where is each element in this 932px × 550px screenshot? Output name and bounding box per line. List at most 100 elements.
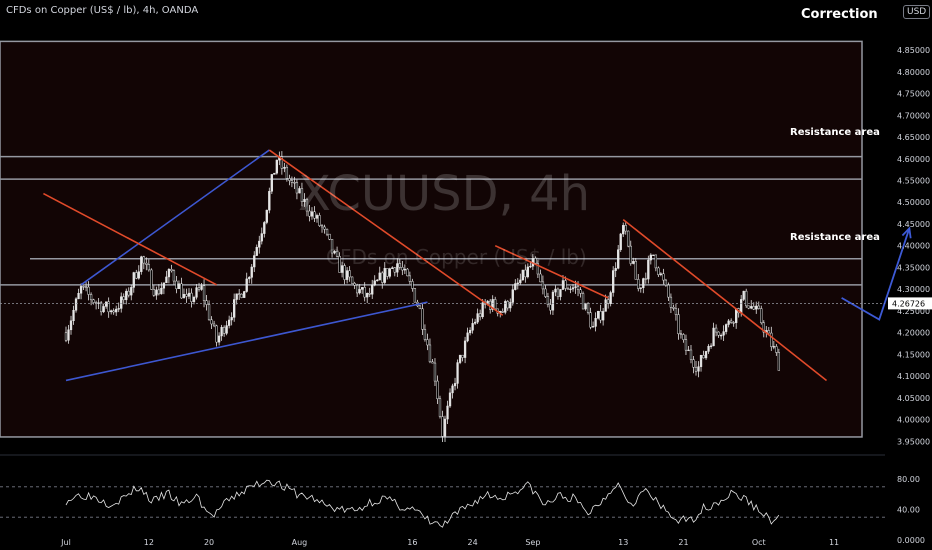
candle-body bbox=[270, 174, 273, 192]
candle-body bbox=[448, 392, 452, 407]
price-axis: 4.85000 4.80000 4.75000 4.70000 4.65000 4.600… bbox=[897, 46, 930, 545]
time-tick-label: 13 bbox=[618, 538, 628, 547]
candle-body bbox=[112, 310, 115, 313]
candle-body bbox=[579, 289, 582, 294]
resistance-label-upper: Resistance area bbox=[790, 127, 880, 138]
candle-body bbox=[589, 312, 592, 328]
candle-body bbox=[408, 275, 412, 282]
candle-body bbox=[526, 266, 529, 278]
price-tick-label: 3.95000 bbox=[897, 437, 930, 446]
candle-body bbox=[667, 284, 670, 298]
candle-body bbox=[187, 292, 191, 297]
candle-body bbox=[591, 326, 595, 328]
candle-body bbox=[632, 261, 635, 264]
candle-body bbox=[596, 310, 600, 319]
last-price-box bbox=[888, 297, 932, 310]
candle-body bbox=[476, 313, 479, 323]
candle-body bbox=[521, 269, 524, 281]
candle-body bbox=[74, 298, 78, 311]
candle-body bbox=[664, 279, 668, 286]
candle-body bbox=[494, 299, 497, 310]
candle-body bbox=[719, 334, 723, 337]
last-price-label: 4.26726 bbox=[892, 299, 925, 308]
candle-body bbox=[84, 286, 88, 288]
candle-body bbox=[127, 290, 130, 296]
candle-body bbox=[428, 344, 432, 363]
candle-body bbox=[233, 299, 236, 318]
candles bbox=[64, 151, 780, 443]
candle-body bbox=[268, 191, 271, 211]
candle-body bbox=[358, 289, 361, 294]
candle-body bbox=[325, 228, 329, 235]
candle-body bbox=[649, 254, 652, 261]
candle-body bbox=[704, 351, 708, 359]
candle-body bbox=[137, 271, 140, 279]
candle-body bbox=[757, 305, 760, 309]
candle-body bbox=[77, 292, 80, 300]
candle-body bbox=[627, 230, 630, 247]
time-axis: Jul1220Aug1624Sep1321Oct1125 bbox=[60, 538, 839, 547]
candle-body bbox=[253, 255, 256, 268]
candle-body bbox=[99, 302, 103, 313]
downtrend-line bbox=[268, 149, 504, 316]
candle-body bbox=[217, 335, 221, 343]
candle-body bbox=[551, 291, 555, 311]
candle-body bbox=[622, 225, 625, 235]
candle-body bbox=[210, 319, 213, 325]
candle-body bbox=[707, 345, 710, 352]
downtrend-line bbox=[43, 192, 217, 286]
candle-body bbox=[461, 354, 464, 358]
currency-button[interactable]: USD bbox=[903, 5, 931, 19]
candle-body bbox=[669, 296, 673, 308]
candle-body bbox=[456, 362, 459, 384]
candle-body bbox=[421, 308, 424, 330]
candle-body bbox=[398, 263, 401, 268]
candle-body bbox=[152, 289, 155, 296]
projection-arrow[interactable] bbox=[841, 226, 912, 321]
oscillator-tick-label: 40.00 bbox=[897, 506, 920, 515]
candle-body bbox=[556, 288, 560, 297]
time-tick-label: Jul bbox=[60, 538, 71, 547]
oscillator-line bbox=[65, 479, 780, 528]
candle-body bbox=[702, 355, 705, 359]
candle-body bbox=[724, 324, 728, 332]
candle-body bbox=[699, 355, 703, 367]
candle-body bbox=[566, 288, 570, 290]
price-tick-label: 4.05000 bbox=[897, 394, 930, 403]
candle-body bbox=[132, 272, 135, 288]
candle-body bbox=[624, 225, 627, 232]
candle-body bbox=[401, 267, 404, 271]
candle-body bbox=[182, 294, 186, 299]
candle-body bbox=[212, 323, 216, 327]
candle-body bbox=[594, 318, 597, 327]
candle-body bbox=[228, 319, 231, 326]
time-tick-label: Aug bbox=[292, 538, 308, 547]
candle-body bbox=[177, 283, 181, 289]
candle-body bbox=[519, 279, 522, 284]
candle-body bbox=[411, 281, 414, 289]
candle-body bbox=[735, 308, 738, 323]
candle-body bbox=[634, 261, 637, 280]
candle-body bbox=[614, 268, 617, 271]
candle-body bbox=[504, 301, 507, 313]
candle-body bbox=[639, 287, 642, 289]
candle-body bbox=[167, 269, 171, 278]
candle-body bbox=[574, 286, 577, 288]
price-tick-label: 4.40000 bbox=[897, 242, 930, 251]
projection-path bbox=[841, 228, 911, 321]
candle-body bbox=[549, 304, 552, 311]
candle-body bbox=[576, 286, 580, 290]
candle-body bbox=[722, 331, 725, 336]
candle-body bbox=[760, 308, 763, 324]
candle-body bbox=[200, 285, 203, 290]
candle-body bbox=[147, 264, 150, 271]
price-tick-label: 4.50000 bbox=[897, 198, 930, 207]
candle-body bbox=[463, 340, 467, 358]
candle-body bbox=[303, 199, 306, 202]
trendlines[interactable] bbox=[43, 149, 828, 382]
candle-body bbox=[170, 269, 173, 272]
candle-body bbox=[361, 287, 364, 290]
candle-body bbox=[775, 346, 778, 353]
candle-body bbox=[328, 233, 331, 240]
